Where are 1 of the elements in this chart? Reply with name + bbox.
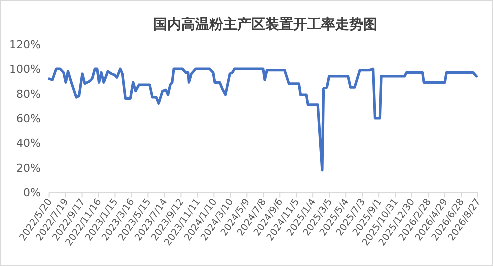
title: 国内高温粉主产区装置开工率走势图: [154, 17, 378, 33]
